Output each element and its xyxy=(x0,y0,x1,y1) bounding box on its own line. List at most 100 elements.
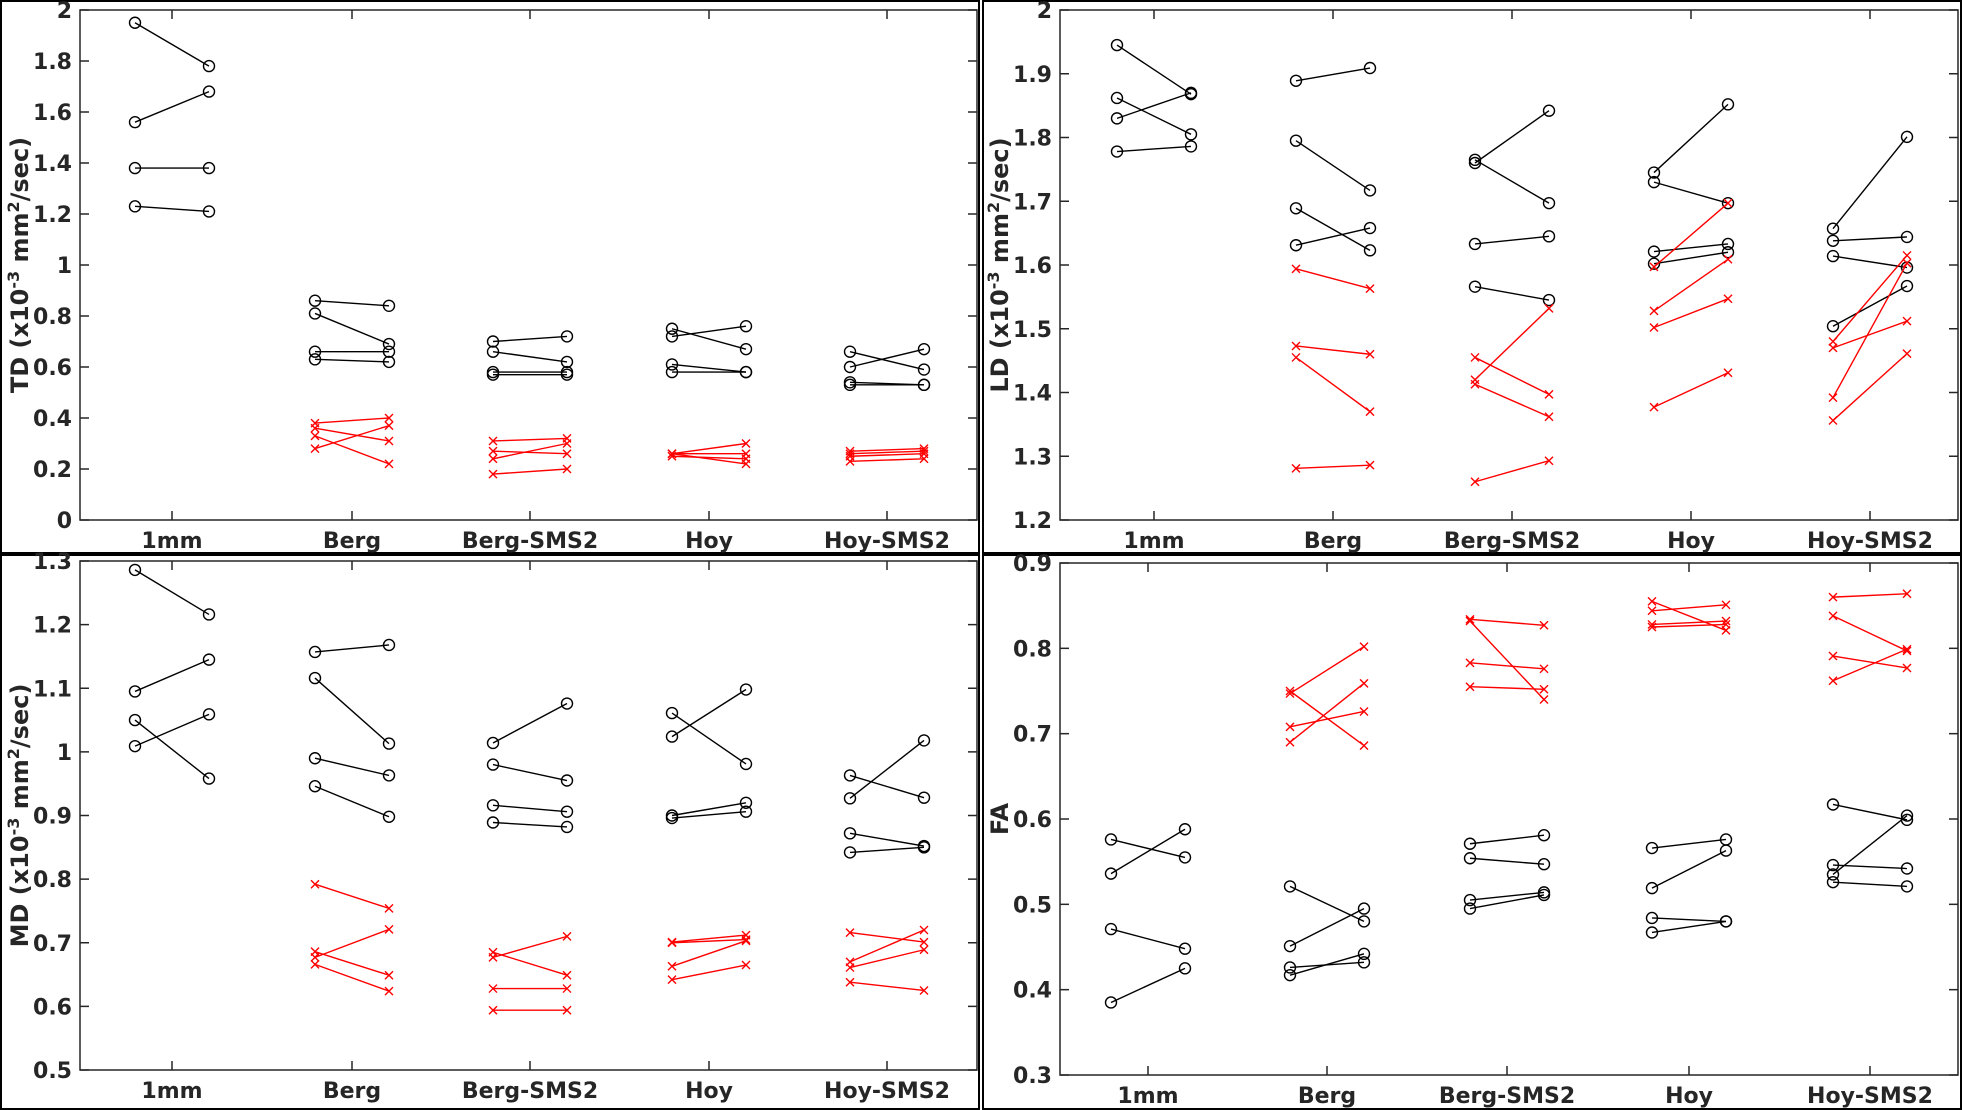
data-point-x xyxy=(310,879,320,889)
data-point-circle xyxy=(1363,61,1377,75)
panel-top-left: 0 0.2 0.4 0.6 0.8 1 1.2 1.4 1.6 1.8 2 1mm Berg Berg-S… xyxy=(0,0,980,554)
series-line-black xyxy=(849,832,925,847)
data-point-circle xyxy=(1289,239,1303,252)
data-point-x xyxy=(1721,600,1731,610)
data-point-circle xyxy=(665,730,679,743)
series-line-black xyxy=(1116,92,1192,120)
data-point-circle xyxy=(128,563,142,577)
data-point-x xyxy=(384,413,394,423)
data-point-x xyxy=(919,454,929,464)
series-line-black xyxy=(492,821,568,828)
series-line-black xyxy=(671,712,747,765)
data-point-circle xyxy=(665,365,679,379)
data-point-x xyxy=(1544,303,1554,313)
data-point-x xyxy=(741,936,751,946)
series-line-red xyxy=(671,934,747,943)
data-point-circle xyxy=(843,846,857,859)
data-point-circle xyxy=(1647,175,1661,189)
data-point-x xyxy=(488,454,498,464)
data-point-x xyxy=(1544,389,1554,399)
data-point-x xyxy=(1828,393,1838,403)
data-point-x xyxy=(845,963,855,973)
data-point-x xyxy=(1649,322,1659,332)
data-point-x xyxy=(488,446,498,456)
data-point-x xyxy=(1285,722,1295,732)
y-tick-label: 1.8 xyxy=(1013,127,1052,152)
data-point-circle xyxy=(308,780,322,793)
series-line-black xyxy=(134,569,210,616)
x-category-label: Berg-SMS2 xyxy=(462,529,598,554)
y-tick-label: 0.6 xyxy=(33,995,72,1020)
series-line-red xyxy=(1651,623,1727,628)
series-line-black xyxy=(671,363,747,373)
data-point-x xyxy=(919,945,929,955)
series-line-red xyxy=(492,450,568,455)
series-line-red xyxy=(314,424,390,450)
series-line-red xyxy=(849,453,925,457)
series-line-black xyxy=(1832,285,1908,327)
series-line-black xyxy=(1469,891,1545,901)
data-point-circle xyxy=(1826,858,1840,872)
data-point-x xyxy=(1649,262,1659,272)
series-line-red xyxy=(1295,345,1371,355)
data-point-circle xyxy=(382,345,396,358)
data-point-x xyxy=(1723,254,1733,264)
data-point-circle xyxy=(128,115,142,129)
data-point-x xyxy=(384,986,394,996)
series-line-black xyxy=(1651,838,1727,849)
series-line-black xyxy=(1653,243,1729,253)
data-point-x xyxy=(1359,741,1369,751)
data-point-x xyxy=(310,444,320,454)
y-tick-label: 1.6 xyxy=(1013,254,1052,279)
data-point-x xyxy=(1285,686,1295,696)
data-point-circle xyxy=(843,360,857,374)
y-tick-label: 0.2 xyxy=(33,458,72,483)
data-point-circle xyxy=(1357,902,1371,915)
data-point-x xyxy=(1828,592,1838,602)
data-point-x xyxy=(1465,658,1475,668)
series-line-red xyxy=(492,951,568,976)
series-line-red xyxy=(1653,202,1729,268)
data-point-circle xyxy=(1645,911,1659,925)
series-line-black xyxy=(849,348,925,368)
data-point-x xyxy=(1902,663,1912,673)
data-point-circle xyxy=(308,671,322,685)
data-point-circle xyxy=(1645,841,1659,855)
data-point-circle xyxy=(665,358,679,371)
y-tick-label: 0.3 xyxy=(1013,1064,1052,1089)
data-point-circle xyxy=(128,685,142,698)
data-point-circle xyxy=(486,799,500,812)
data-point-circle xyxy=(1283,939,1297,953)
data-point-circle xyxy=(1826,249,1840,263)
data-point-circle xyxy=(128,713,142,727)
series-line-red xyxy=(1832,593,1908,598)
data-point-x xyxy=(384,421,394,431)
series-line-red xyxy=(1832,262,1908,398)
data-point-x xyxy=(1465,682,1475,692)
series-line-black xyxy=(849,739,925,799)
data-point-circle xyxy=(1900,230,1914,244)
data-point-circle xyxy=(1104,833,1118,846)
x-category-label: Hoy-SMS2 xyxy=(824,529,950,554)
data-point-circle xyxy=(1468,280,1482,293)
data-point-circle xyxy=(665,330,679,343)
data-point-x xyxy=(741,439,751,448)
data-point-x xyxy=(384,436,394,446)
series-line-red xyxy=(1474,383,1550,418)
series-line-red xyxy=(1474,460,1550,483)
data-point-circle xyxy=(1537,829,1551,842)
data-point-circle xyxy=(665,811,679,825)
data-point-circle xyxy=(1104,867,1118,880)
x-category-label: Berg-SMS2 xyxy=(462,1079,598,1104)
data-point-x xyxy=(845,456,855,466)
data-point-circle xyxy=(382,769,396,782)
data-point-circle xyxy=(1900,862,1914,875)
series-line-red xyxy=(671,940,747,967)
series-line-red xyxy=(1295,464,1371,470)
data-point-circle xyxy=(917,841,931,854)
data-point-x xyxy=(1828,337,1838,346)
series-line-red xyxy=(314,417,390,424)
series-line-black xyxy=(1110,838,1186,859)
data-point-circle xyxy=(1178,962,1192,975)
